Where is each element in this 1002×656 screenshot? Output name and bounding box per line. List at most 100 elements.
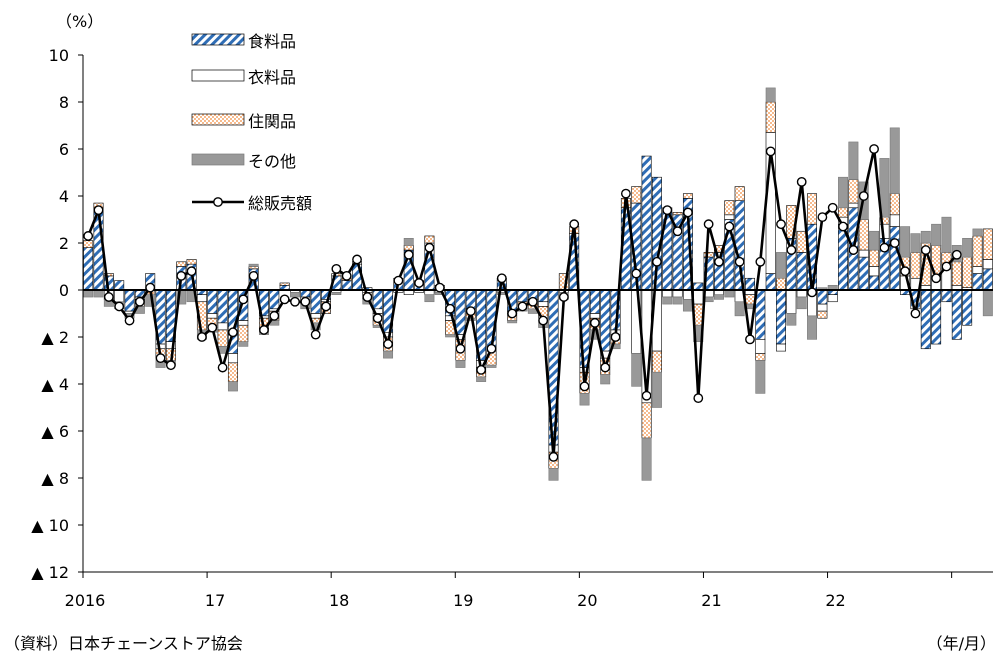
bar-other	[238, 341, 249, 347]
line-point	[951, 249, 962, 260]
bar-household	[972, 235, 983, 267]
bar-food	[920, 289, 931, 350]
bar-other	[972, 228, 983, 237]
bar-household	[962, 256, 973, 288]
line-point	[238, 294, 249, 305]
bar-clothing	[827, 294, 838, 303]
bar-household	[838, 207, 849, 218]
line-point	[620, 188, 631, 199]
bar-other	[600, 374, 611, 385]
line-point	[817, 212, 828, 223]
bar-clothing	[755, 339, 766, 354]
bar-other	[920, 230, 931, 244]
bar-other	[631, 353, 642, 387]
bar-clothing	[972, 266, 983, 274]
line-point	[310, 329, 321, 340]
line-point	[517, 301, 528, 312]
legend-label-household: 住関品	[248, 112, 296, 131]
bar-household	[103, 273, 114, 277]
bar-food	[217, 289, 228, 324]
bar-other	[838, 176, 849, 209]
line-point	[486, 343, 497, 354]
line-point	[827, 202, 838, 213]
line-point	[652, 256, 662, 267]
bar-food	[962, 289, 973, 326]
bar-household	[755, 353, 766, 361]
bar-food	[869, 275, 880, 291]
bar-clothing	[114, 289, 125, 303]
bar-household	[424, 235, 435, 244]
line-point	[155, 353, 166, 364]
bar-food	[734, 200, 745, 291]
bar-other	[93, 289, 104, 298]
x-tick-label: 19	[453, 591, 473, 610]
line-point	[434, 282, 445, 293]
bar-household	[403, 245, 414, 251]
bar-food	[931, 289, 942, 345]
bar-clothing	[538, 301, 549, 307]
bar-other	[662, 296, 673, 305]
line-point	[393, 275, 404, 286]
y-tick-label: ▲ 6	[41, 422, 69, 441]
line-point	[579, 381, 590, 392]
bar-clothing	[786, 289, 797, 314]
line-point	[941, 261, 952, 272]
bar-clothing	[869, 266, 880, 277]
bar-other	[682, 299, 693, 312]
line-point	[476, 364, 487, 375]
axes	[82, 55, 993, 573]
y-tick-label: 2	[59, 234, 69, 253]
y-tick-label: ▲ 2	[41, 328, 69, 347]
bar-food	[796, 252, 807, 291]
bar-food	[765, 273, 776, 291]
bar-household	[651, 350, 662, 373]
line-point	[672, 226, 683, 237]
line-point	[362, 292, 373, 302]
bar-other	[403, 238, 414, 246]
line-point	[217, 362, 228, 373]
bar-other	[610, 343, 621, 350]
bar-household	[248, 266, 259, 270]
bar-other	[982, 289, 993, 317]
line-point	[228, 327, 238, 338]
bar-household	[641, 402, 652, 439]
bar-other	[713, 294, 724, 300]
bar-food	[124, 289, 135, 312]
line-point	[372, 313, 383, 324]
bar-clothing	[238, 320, 249, 326]
bar-food	[755, 289, 766, 340]
line-point	[197, 332, 207, 342]
x-tick-label: 2016	[65, 591, 106, 610]
bar-other	[941, 216, 952, 253]
bar-food	[465, 289, 476, 310]
legend-label-food: 食料品	[248, 32, 296, 51]
bar-household	[951, 261, 962, 286]
bar-other	[486, 364, 497, 368]
line-point	[455, 343, 466, 354]
bar-food	[889, 226, 900, 291]
line-point	[796, 176, 807, 187]
line-point	[538, 315, 549, 326]
bar-food	[817, 289, 828, 305]
legend-label-total: 総販売額	[248, 194, 312, 213]
line-point	[900, 266, 911, 277]
bar-other	[331, 292, 342, 296]
line-point	[786, 245, 797, 255]
x-tick-label: 17	[205, 591, 225, 610]
bar-food	[269, 289, 280, 310]
y-tick-label: ▲ 4	[41, 375, 69, 394]
y-tick-label: 0	[59, 281, 69, 300]
line-point	[496, 273, 507, 284]
line-point	[445, 303, 456, 314]
bar-food	[207, 289, 218, 314]
line-point	[848, 245, 859, 255]
line-point	[569, 219, 580, 230]
line-point	[341, 270, 352, 281]
y-tick-label: ▲ 8	[41, 469, 69, 488]
line-point	[548, 451, 559, 462]
line-point	[889, 238, 900, 248]
bar-food	[517, 289, 528, 303]
bar-food	[951, 289, 962, 340]
bar-household	[238, 324, 249, 343]
line-point	[300, 296, 311, 307]
